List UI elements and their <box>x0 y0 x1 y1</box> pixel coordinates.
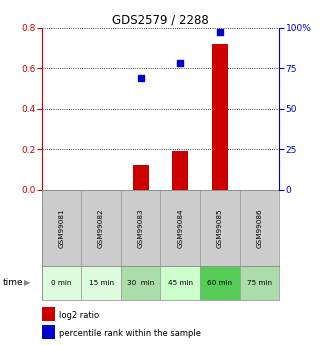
Text: GSM99081: GSM99081 <box>58 208 65 247</box>
Bar <box>42 266 81 300</box>
Bar <box>200 190 240 266</box>
Bar <box>160 266 200 300</box>
Text: 75 min: 75 min <box>247 280 272 286</box>
Bar <box>240 190 279 266</box>
Text: time: time <box>3 278 24 287</box>
Bar <box>81 266 121 300</box>
Bar <box>212 44 228 190</box>
Text: GSM99086: GSM99086 <box>256 208 263 247</box>
Bar <box>42 190 81 266</box>
Bar <box>81 190 121 266</box>
Bar <box>133 166 149 190</box>
Bar <box>121 266 160 300</box>
Point <box>138 75 143 81</box>
Bar <box>240 266 279 300</box>
Bar <box>160 190 200 266</box>
Bar <box>121 190 160 266</box>
Bar <box>172 151 188 190</box>
Title: GDS2579 / 2288: GDS2579 / 2288 <box>112 13 209 27</box>
Text: log2 ratio: log2 ratio <box>59 311 100 321</box>
Text: 45 min: 45 min <box>168 280 193 286</box>
Text: GSM99082: GSM99082 <box>98 208 104 247</box>
Text: 15 min: 15 min <box>89 280 114 286</box>
Point <box>217 30 222 35</box>
Bar <box>200 266 240 300</box>
Text: GSM99084: GSM99084 <box>177 208 183 247</box>
Point <box>178 60 183 66</box>
Text: 60 min: 60 min <box>207 280 232 286</box>
Text: 0 min: 0 min <box>51 280 72 286</box>
Text: percentile rank within the sample: percentile rank within the sample <box>59 329 201 338</box>
Text: GSM99083: GSM99083 <box>138 208 144 247</box>
Text: GSM99085: GSM99085 <box>217 208 223 247</box>
Text: ▶: ▶ <box>24 278 30 287</box>
Text: 30  min: 30 min <box>127 280 154 286</box>
